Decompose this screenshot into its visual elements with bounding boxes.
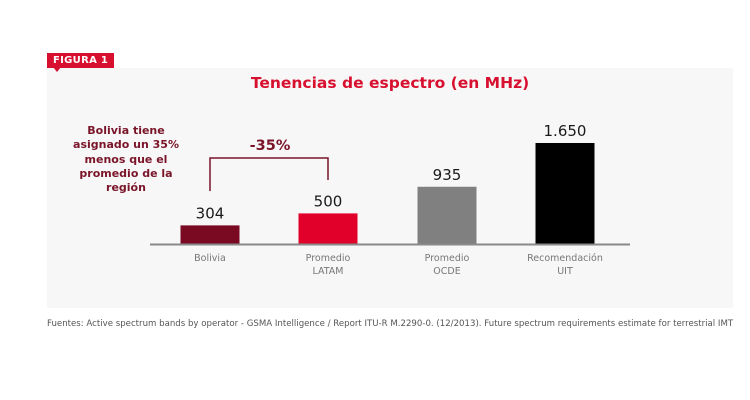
value-label-0: 304 bbox=[196, 204, 225, 222]
difference-bracket bbox=[209, 157, 329, 191]
chart-panel bbox=[47, 68, 733, 308]
category-labels-group: Bolivia Promedio LATAM Promedio OCDE Recomend… bbox=[194, 253, 603, 277]
annotation-text: Bolivia tiene asignado un 35% menos que … bbox=[73, 124, 179, 195]
bars-group bbox=[180, 143, 595, 244]
value-label-1: 500 bbox=[314, 192, 343, 210]
category-label-1: LATAM bbox=[312, 266, 343, 277]
category-label-3: Recomendación bbox=[527, 253, 603, 264]
category-label-2: OCDE bbox=[433, 266, 460, 277]
bar-1 bbox=[298, 213, 358, 244]
value-labels-group: 304 500 935 1.650 bbox=[196, 122, 587, 222]
category-label-3: UIT bbox=[557, 266, 573, 277]
bar-2 bbox=[417, 186, 477, 244]
bar-3 bbox=[535, 143, 595, 244]
difference-label: -35% bbox=[249, 138, 291, 154]
category-label-1: Promedio bbox=[306, 253, 351, 264]
category-label-2: Promedio bbox=[425, 253, 470, 264]
category-label-0: Bolivia bbox=[194, 253, 226, 264]
figure-label-pointer bbox=[53, 67, 61, 72]
chart-title: Tenencias de espectro (en MHz) bbox=[250, 74, 530, 92]
figure-label: FIGURA 1 bbox=[47, 53, 115, 68]
value-label-2: 935 bbox=[433, 166, 462, 184]
value-label-3: 1.650 bbox=[544, 122, 587, 140]
bar-0 bbox=[180, 225, 240, 244]
source-note: Fuentes: Active spectrum bands by operat… bbox=[47, 319, 734, 329]
